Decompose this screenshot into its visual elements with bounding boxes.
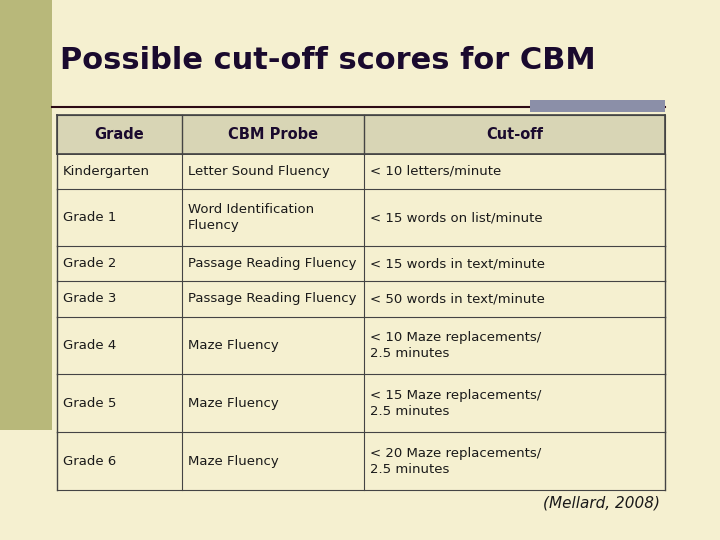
Text: Passage Reading Fluency: Passage Reading Fluency <box>188 293 356 306</box>
Bar <box>57 153 665 188</box>
Text: CBM Probe: CBM Probe <box>228 127 318 142</box>
Text: Grade 4: Grade 4 <box>63 339 116 352</box>
Bar <box>57 246 665 281</box>
Bar <box>530 100 665 112</box>
Text: < 15 words in text/minute: < 15 words in text/minute <box>370 258 545 271</box>
Text: Grade 6: Grade 6 <box>63 455 116 468</box>
Bar <box>0 0 52 430</box>
Text: Maze Fluency: Maze Fluency <box>188 339 279 352</box>
Text: Grade 3: Grade 3 <box>63 293 117 306</box>
Text: Passage Reading Fluency: Passage Reading Fluency <box>188 258 356 271</box>
Text: < 15 words on list/minute: < 15 words on list/minute <box>370 211 543 224</box>
Text: Word Identification
Fluency: Word Identification Fluency <box>188 203 314 232</box>
Text: Grade 5: Grade 5 <box>63 397 117 410</box>
Text: Letter Sound Fluency: Letter Sound Fluency <box>188 165 329 178</box>
Text: < 20 Maze replacements/
2.5 minutes: < 20 Maze replacements/ 2.5 minutes <box>370 447 541 476</box>
Bar <box>57 115 665 153</box>
Text: Grade 1: Grade 1 <box>63 211 117 224</box>
Text: Maze Fluency: Maze Fluency <box>188 397 279 410</box>
Text: Kindergarten: Kindergarten <box>63 165 150 178</box>
Text: Grade 2: Grade 2 <box>63 258 117 271</box>
Text: Maze Fluency: Maze Fluency <box>188 455 279 468</box>
Text: < 15 Maze replacements/
2.5 minutes: < 15 Maze replacements/ 2.5 minutes <box>370 389 541 418</box>
Bar <box>57 374 665 432</box>
Text: < 10 Maze replacements/
2.5 minutes: < 10 Maze replacements/ 2.5 minutes <box>370 331 541 360</box>
Text: < 10 letters/minute: < 10 letters/minute <box>370 165 501 178</box>
Text: Possible cut-off scores for CBM: Possible cut-off scores for CBM <box>60 46 595 75</box>
Bar <box>57 188 665 246</box>
Bar <box>57 281 665 316</box>
Text: (Mellard, 2008): (Mellard, 2008) <box>543 495 660 510</box>
Text: < 50 words in text/minute: < 50 words in text/minute <box>370 293 545 306</box>
Text: Cut-off: Cut-off <box>486 127 543 142</box>
Text: Grade: Grade <box>94 127 144 142</box>
Bar <box>57 432 665 490</box>
Bar <box>57 316 665 374</box>
